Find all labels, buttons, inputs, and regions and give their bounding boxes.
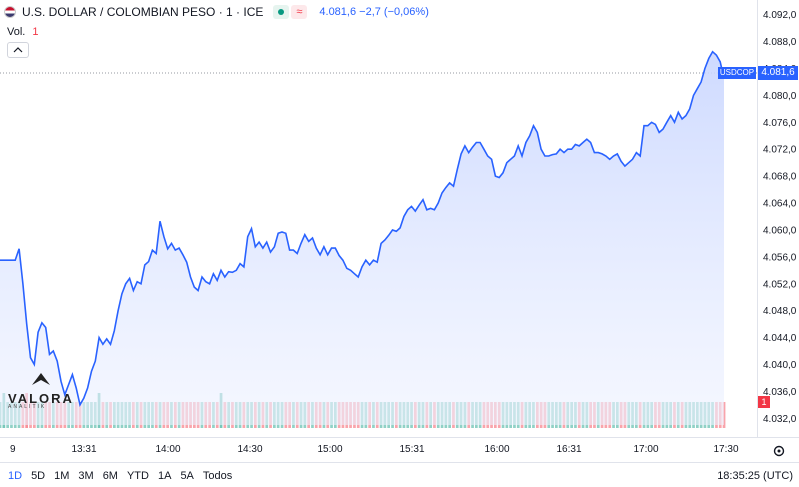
chevron-up-icon[interactable] xyxy=(7,42,29,58)
y-tick-label: 4.036,0 xyxy=(763,387,797,398)
clock: 18:35:25 (UTC) xyxy=(717,470,793,482)
y-tick-label: 4.092,0 xyxy=(763,10,797,21)
logo-brand: VALORA xyxy=(8,391,74,406)
range-button-1m[interactable]: 1M xyxy=(54,470,70,482)
x-axis: 9 13:31 14:00 14:30 15:00 15:31 16:00 16:31 17:0… xyxy=(10,444,739,455)
x-tick-label: 17:30 xyxy=(713,444,738,455)
gear-icon[interactable] xyxy=(772,444,786,458)
y-tick-label: 4.040,0 xyxy=(763,360,797,371)
x-tick-label: 17:00 xyxy=(633,444,658,455)
y-tick-label: 4.060,0 xyxy=(763,226,797,237)
volume-tag: 1 xyxy=(758,396,770,408)
valora-logo: VALORA ANALITIK xyxy=(8,372,74,410)
y-tick-label: 4.088,0 xyxy=(763,37,797,48)
range-button-5a[interactable]: 5A xyxy=(180,470,194,482)
y-tick-label: 4.076,0 xyxy=(763,118,797,129)
last-price-tag: 4.081,6 xyxy=(758,66,798,80)
y-tick-label: 4.032,0 xyxy=(763,414,797,425)
y-tick-label: 4.080,0 xyxy=(763,91,797,102)
range-button-3m[interactable]: 3M xyxy=(78,470,94,482)
range-button-5d[interactable]: 5D xyxy=(31,470,46,482)
symbol-tag: USDCOP xyxy=(718,67,756,79)
y-tick-label: 4.072,0 xyxy=(763,145,797,156)
volume-bar xyxy=(722,402,726,428)
y-tick-label: 4.052,0 xyxy=(763,279,797,290)
bottom-toolbar: 1D 5D 1M 3M 6M YTD 1A 5A Todos 18:35:25 (UTC) xyxy=(0,462,799,487)
x-tick-label: 14:30 xyxy=(237,444,262,455)
flag-icon xyxy=(4,6,16,18)
y-tick-label: 4.068,0 xyxy=(763,172,797,183)
price-line xyxy=(0,50,725,407)
y-tick-label: 4.048,0 xyxy=(763,306,797,317)
x-tick-label: 16:31 xyxy=(556,444,581,455)
y-tick-label: 4.056,0 xyxy=(763,252,797,263)
volume-label: Vol. xyxy=(7,26,26,38)
x-axis-line xyxy=(0,437,799,438)
x-tick-label: 15:00 xyxy=(317,444,342,455)
range-button-1d[interactable]: 1D xyxy=(8,470,23,482)
range-button-6m[interactable]: 6M xyxy=(102,470,118,482)
logo-mark-icon xyxy=(32,373,50,385)
volume-value: 1 xyxy=(32,26,39,38)
logo-subtitle: ANALITIK xyxy=(8,404,47,410)
x-tick-label: 15:31 xyxy=(399,444,424,455)
y-tick-label: 4.064,0 xyxy=(763,199,797,210)
x-tick-label: 13:31 xyxy=(71,444,96,455)
volume-legend: Vol. 1 xyxy=(7,26,39,38)
x-tick-label: 16:00 xyxy=(484,444,509,455)
range-buttons: 1D 5D 1M 3M 6M YTD 1A 5A Todos xyxy=(8,470,232,482)
market-status-icon[interactable] xyxy=(273,5,290,19)
range-button-1a[interactable]: 1A xyxy=(157,470,172,482)
price-area xyxy=(0,51,724,425)
price-quote: 4.081,6 −2,7 (−0,06%) xyxy=(319,6,429,18)
axis-divider xyxy=(757,0,758,437)
range-button-todos[interactable]: Todos xyxy=(202,470,233,482)
symbol-title[interactable]: U.S. DOLLAR / COLOMBIAN PESO · 1 · ICE xyxy=(22,5,264,19)
x-tick-label: 9 xyxy=(10,444,16,455)
delayed-data-icon[interactable]: ≈ xyxy=(291,5,308,19)
y-tick-label: 4.044,0 xyxy=(763,333,797,344)
chart-header: U.S. DOLLAR / COLOMBIAN PESO · 1 · ICE ≈… xyxy=(0,0,740,24)
range-button-ytd[interactable]: YTD xyxy=(126,470,149,482)
x-tick-label: 14:00 xyxy=(155,444,180,455)
